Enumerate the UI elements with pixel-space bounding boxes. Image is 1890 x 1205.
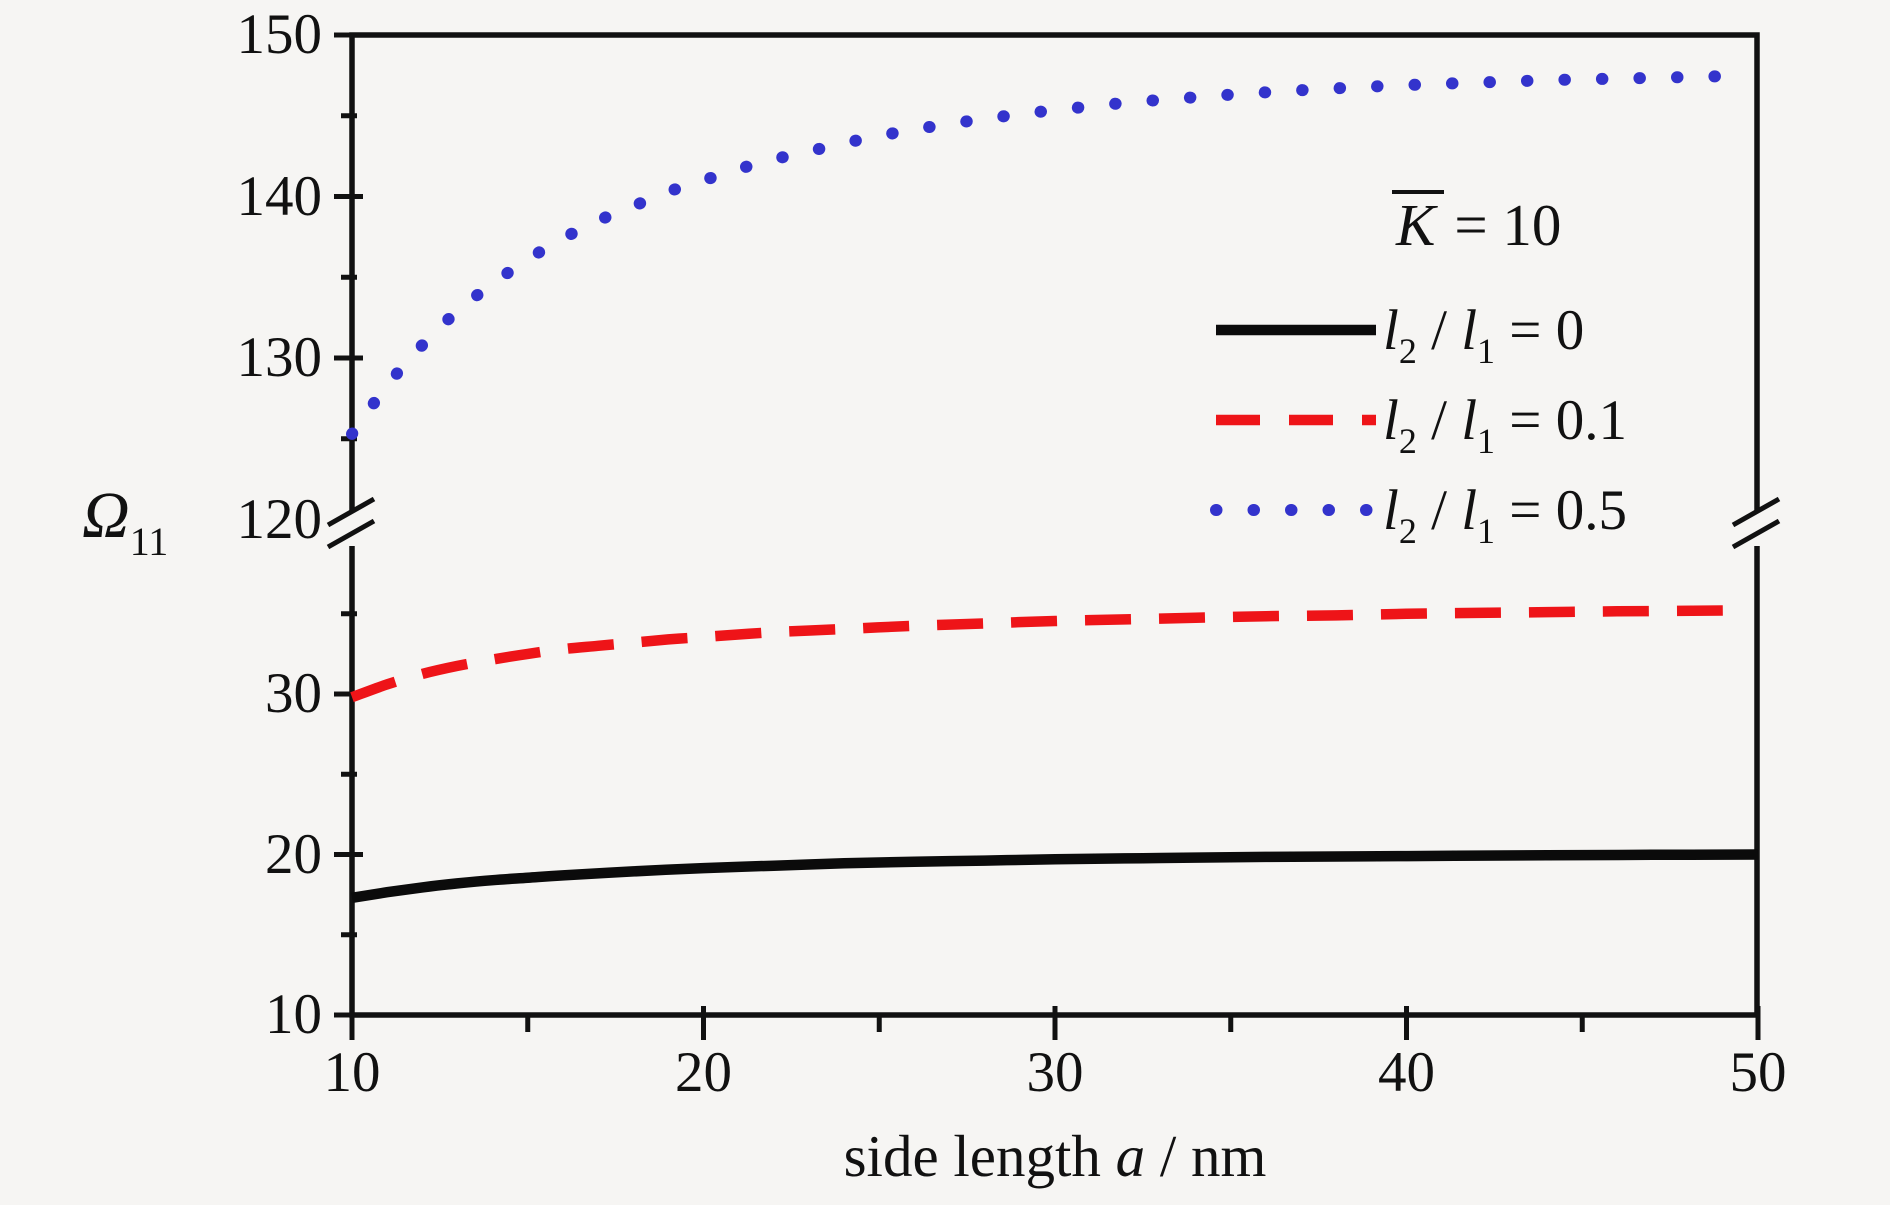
x-title-suffix: / nm: [1145, 1123, 1267, 1189]
axis-break-slash: [1731, 518, 1781, 550]
x-axis-title: side length a / nm: [700, 1122, 1410, 1191]
x-title-variable: a: [1115, 1123, 1146, 1189]
legend-item-label: l2 / l1 = 0.1: [1383, 389, 1627, 461]
omega-subscript: 11: [129, 519, 169, 564]
y-tick-label: 130: [236, 326, 323, 389]
x-tick-label: 50: [1729, 1041, 1787, 1104]
legend-item-label: l2 / l1 = 0: [1383, 299, 1585, 371]
x-tick-label: 30: [1026, 1041, 1084, 1104]
legend-kbar-annotation: K = 10: [1392, 190, 1561, 260]
y-tick-label: 10: [265, 983, 322, 1046]
kbar-symbol: K: [1392, 190, 1445, 257]
y-tick-label: 30: [265, 662, 322, 725]
y-tick-label: 20: [265, 822, 322, 886]
axis-break-slash: [326, 518, 376, 550]
axis-break-slash: [1731, 496, 1781, 528]
y-axis-title: Ω11: [82, 478, 168, 565]
axis-break-slash: [326, 496, 376, 528]
legend-item-l2-l1-0.1: l2 / l1 = 0.1: [0, 375, 1890, 465]
x-tick-label: 40: [1378, 1041, 1435, 1104]
omega-symbol: Ω: [82, 479, 130, 552]
legend-sample-solid-line: [1216, 324, 1376, 336]
kbar-value: = 10: [1454, 192, 1562, 258]
x-tick-label: 20: [675, 1041, 732, 1104]
series-l2-l1-0: [351, 849, 1759, 904]
legend-item-label: l2 / l1 = 0.5: [1383, 479, 1627, 551]
series-l2-l1-0.1: [350, 605, 1723, 703]
y-tick-label: 120: [236, 487, 323, 551]
y-tick-label: 140: [236, 164, 323, 228]
series-l2-l1-0.5: [346, 70, 1729, 440]
legend-sample-dashed-line: [1216, 414, 1376, 426]
x-title-prefix: side length: [843, 1123, 1116, 1189]
y-tick-label: 150: [236, 3, 323, 66]
legend-item-l2-l1-0.5: l2 / l1 = 0.5: [0, 465, 1890, 555]
x-tick-label: 10: [323, 1041, 381, 1104]
legend-sample-dotted-line: [1210, 504, 1382, 516]
legend-item-l2-l1-0: l2 / l1 = 0: [0, 285, 1890, 375]
